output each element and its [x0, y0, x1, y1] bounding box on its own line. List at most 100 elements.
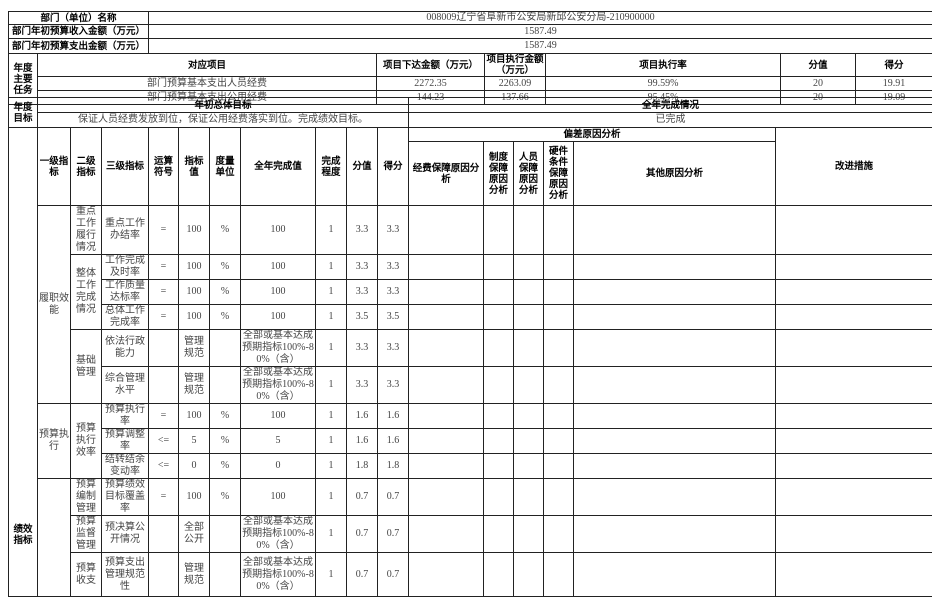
- deviation-cell: [574, 305, 776, 330]
- score: 3.3: [378, 255, 409, 280]
- col-header: 分值: [781, 54, 856, 77]
- deviation-cell: [409, 305, 484, 330]
- completion-degree: 1: [316, 516, 347, 553]
- score: 0.7: [378, 553, 409, 597]
- deviation-cell: [544, 330, 574, 367]
- score-value: 1.8: [347, 454, 378, 479]
- deviation-cell: [484, 404, 514, 429]
- col-header: 分值: [347, 128, 378, 206]
- unit: %: [210, 280, 241, 305]
- improve-cell: [776, 404, 932, 429]
- score-value: 3.3: [347, 206, 378, 255]
- unit: [210, 330, 241, 367]
- actual-value: 全部或基本达成预期指标100%-80%（含）: [241, 516, 316, 553]
- completion-degree: 1: [316, 206, 347, 255]
- score-value: 3.3: [347, 280, 378, 305]
- score: 1.6: [378, 429, 409, 454]
- deviation-cell: [574, 255, 776, 280]
- deviation-cell: [544, 479, 574, 516]
- actual-value: 全部或基本达成预期指标100%-80%（含）: [241, 553, 316, 597]
- level2-indicator: 预算执行效率: [71, 404, 102, 479]
- level2-indicator: 重点工作履行情况: [71, 206, 102, 255]
- operator: =: [149, 479, 179, 516]
- deviation-cell: [484, 305, 514, 330]
- deviation-cell: [484, 367, 514, 404]
- col-header: 项目下达金额（万元）: [377, 54, 485, 77]
- deviation-col-header: 人员保障原因分析: [514, 142, 544, 206]
- unit: %: [210, 479, 241, 516]
- operator: =: [149, 280, 179, 305]
- deviation-cell: [514, 516, 544, 553]
- deviation-cell: [544, 206, 574, 255]
- level2-indicator: 预算收支: [71, 553, 102, 597]
- deviation-cell: [409, 404, 484, 429]
- deviation-cell: [409, 479, 484, 516]
- score: 1.8: [378, 454, 409, 479]
- target-value: 全部公开: [179, 516, 210, 553]
- target-value: 管理规范: [179, 367, 210, 404]
- col-header: 项目执行金额（万元）: [485, 54, 546, 77]
- deviation-cell: [484, 553, 514, 597]
- score-value: 0.7: [347, 553, 378, 597]
- score-value: 0.7: [347, 479, 378, 516]
- score: 3.3: [378, 206, 409, 255]
- level3-indicator: 预算支出管理规范性: [102, 553, 149, 597]
- col-header: 三级指标: [102, 128, 149, 206]
- deviation-cell: [574, 330, 776, 367]
- deviation-cell: [544, 305, 574, 330]
- col-header: 度量单位: [210, 128, 241, 206]
- goals-section-label: 年度目标: [9, 98, 38, 128]
- deviation-cell: [574, 516, 776, 553]
- unit: [210, 516, 241, 553]
- initial-goal-value: 保证人员经费发放到位，保证公用经费落实到位。完成绩效目标。: [38, 113, 409, 128]
- deviation-cell: [514, 305, 544, 330]
- deviation-cell: [409, 454, 484, 479]
- operator: <=: [149, 429, 179, 454]
- level3-indicator: 综合管理水平: [102, 367, 149, 404]
- completion-degree: 1: [316, 330, 347, 367]
- target-value: 0: [179, 454, 210, 479]
- score-value: 3.3: [347, 255, 378, 280]
- col-header: 全年完成值: [241, 128, 316, 206]
- score: 3.3: [378, 330, 409, 367]
- task-cell: 2272.35: [377, 77, 485, 91]
- deviation-col-header: 制度保障原因分析: [484, 142, 514, 206]
- expense-label: 部门年初预算支出金额（万元）: [9, 39, 149, 54]
- deviation-col-header: 经费保障原因分析: [409, 142, 484, 206]
- score: 0.7: [378, 516, 409, 553]
- target-value: 100: [179, 305, 210, 330]
- unit: %: [210, 429, 241, 454]
- deviation-cell: [544, 255, 574, 280]
- operator: [149, 367, 179, 404]
- score-value: 3.3: [347, 330, 378, 367]
- level2-indicator: 基础管理: [71, 330, 102, 404]
- level3-indicator: 重点工作办结率: [102, 206, 149, 255]
- deviation-cell: [514, 367, 544, 404]
- completion-degree: 1: [316, 479, 347, 516]
- score-value: 1.6: [347, 429, 378, 454]
- deviation-cell: [574, 429, 776, 454]
- level3-indicator: 预算调整率: [102, 429, 149, 454]
- unit: %: [210, 454, 241, 479]
- operator: =: [149, 206, 179, 255]
- level1-indicator: [38, 479, 71, 597]
- deviation-cell: [514, 280, 544, 305]
- col-header: 运算符号: [149, 128, 179, 206]
- deviation-cell: [544, 516, 574, 553]
- operator: =: [149, 255, 179, 280]
- initial-goal-label: 年初总体目标: [38, 98, 409, 113]
- improve-cell: [776, 367, 932, 404]
- level3-indicator: 预算执行率: [102, 404, 149, 429]
- deviation-cell: [514, 206, 544, 255]
- deviation-cell: [484, 206, 514, 255]
- deviation-cell: [514, 429, 544, 454]
- operator: [149, 516, 179, 553]
- actual-value: 100: [241, 255, 316, 280]
- target-value: 100: [179, 479, 210, 516]
- actual-value: 5: [241, 429, 316, 454]
